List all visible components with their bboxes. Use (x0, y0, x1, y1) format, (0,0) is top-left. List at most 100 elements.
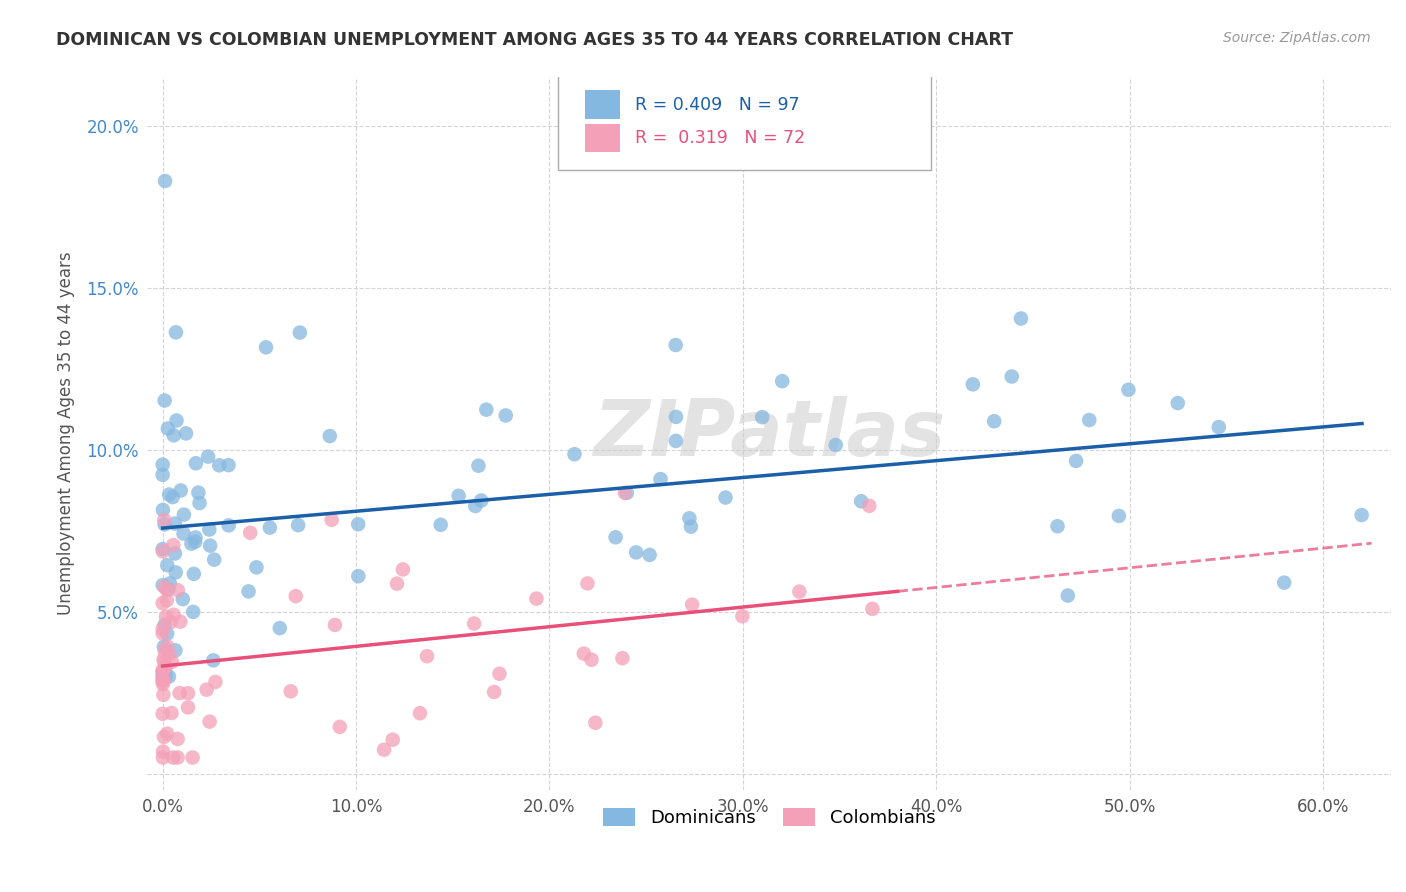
Point (156, 582, 179, 597)
Point (157, 669, 180, 683)
Text: Source: ZipAtlas.com: Source: ZipAtlas.com (1223, 31, 1371, 45)
Point (156, 626, 179, 640)
Point (195, 682, 218, 697)
Point (381, 732, 404, 747)
Point (177, 700, 200, 714)
Point (184, 534, 207, 549)
Point (153, 517, 176, 532)
Point (152, 542, 174, 557)
Point (665, 338, 688, 352)
Point (163, 546, 186, 560)
Point (245, 560, 267, 574)
Point (152, 750, 174, 764)
Point (638, 548, 661, 562)
Point (153, 663, 176, 677)
Point (152, 688, 174, 702)
Point (159, 615, 181, 630)
FancyBboxPatch shape (585, 90, 620, 119)
Point (860, 602, 883, 616)
Point (470, 493, 492, 508)
Point (166, 750, 188, 764)
Point (152, 596, 174, 610)
Point (208, 458, 231, 473)
Point (152, 467, 174, 482)
Point (173, 526, 195, 541)
Point (152, 669, 174, 683)
Point (482, 685, 505, 699)
Point (572, 647, 595, 661)
Point (280, 684, 302, 698)
Point (153, 640, 176, 654)
Point (385, 576, 408, 591)
Point (347, 517, 370, 532)
Text: DOMINICAN VS COLOMBIAN UNEMPLOYMENT AMONG AGES 35 TO 44 YEARS CORRELATION CHART: DOMINICAN VS COLOMBIAN UNEMPLOYMENT AMON… (56, 31, 1014, 49)
Point (183, 566, 205, 581)
Point (152, 664, 174, 678)
Point (269, 621, 291, 635)
Point (679, 519, 702, 533)
Point (157, 487, 180, 501)
Point (329, 720, 352, 734)
Point (152, 664, 174, 678)
Point (155, 609, 177, 624)
Point (162, 607, 184, 622)
Point (616, 486, 638, 500)
Point (288, 326, 311, 340)
Point (851, 494, 873, 508)
Point (467, 458, 489, 473)
Point (152, 652, 174, 666)
Point (152, 544, 174, 558)
Point (170, 483, 193, 498)
Point (174, 426, 197, 441)
Point (152, 673, 174, 687)
Point (172, 592, 194, 607)
Point (1208, 420, 1230, 434)
Point (155, 669, 177, 683)
Point (347, 569, 370, 583)
Point (624, 545, 647, 559)
Point (152, 673, 174, 687)
Point (187, 485, 209, 500)
Point (169, 615, 191, 629)
Point (157, 582, 180, 597)
Point (665, 434, 688, 448)
Point (152, 674, 174, 689)
Point (564, 447, 586, 461)
Point (152, 503, 174, 517)
Point (409, 706, 432, 721)
Point (650, 472, 672, 486)
Point (165, 566, 187, 580)
Point (153, 730, 176, 744)
Point (197, 450, 219, 464)
Point (198, 523, 221, 537)
Point (254, 340, 277, 354)
Point (153, 644, 176, 658)
Point (153, 617, 176, 632)
Point (1010, 311, 1032, 326)
Point (319, 429, 342, 443)
Point (165, 326, 187, 340)
Point (581, 653, 603, 667)
Point (463, 616, 485, 631)
Point (1001, 369, 1024, 384)
Point (152, 706, 174, 721)
Point (259, 521, 281, 535)
Point (1078, 413, 1101, 427)
Point (162, 750, 184, 764)
Point (152, 677, 174, 691)
Text: R =  0.319   N = 72: R = 0.319 N = 72 (634, 129, 804, 147)
Y-axis label: Unemployment Among Ages 35 to 44 years: Unemployment Among Ages 35 to 44 years (58, 252, 75, 615)
Point (962, 377, 984, 392)
Point (152, 458, 174, 472)
Point (156, 640, 179, 654)
Point (1056, 589, 1078, 603)
Point (156, 558, 179, 573)
Point (202, 552, 225, 566)
Point (858, 499, 880, 513)
Point (665, 409, 688, 424)
Point (204, 674, 226, 689)
Point (165, 643, 187, 657)
Point (180, 536, 202, 550)
FancyBboxPatch shape (585, 124, 620, 153)
Legend: Dominicans, Colombians: Dominicans, Colombians (596, 800, 942, 834)
